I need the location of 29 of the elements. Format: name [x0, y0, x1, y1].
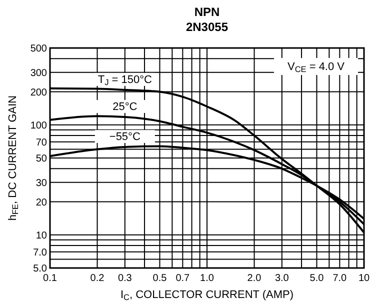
y-tick-label: 500: [30, 44, 48, 54]
x-tick-label: 0.5: [152, 273, 168, 284]
x-tick-label: 5.0: [310, 273, 324, 284]
y-tick-label: 50: [36, 154, 48, 164]
y-tick-label: 20: [36, 197, 48, 208]
chart-subtitle: 2N3055: [186, 20, 228, 34]
y-tick-label: 300: [30, 68, 48, 79]
x-tick-label: 0.1: [43, 273, 58, 284]
y-tick-label: 5.0: [33, 264, 48, 274]
y-tick-label: 100: [30, 120, 48, 132]
x-axis-title: I$_{C}$, COLLECTOR CURRENT (AMP): [120, 289, 294, 302]
x-tick-label: 2.0: [247, 273, 262, 284]
x-tick-label: 3.0: [274, 273, 290, 284]
x-tick-label: 0.2: [90, 273, 105, 284]
x-tick-label: 1.0: [200, 273, 214, 284]
x-tick-label: 0.3: [118, 273, 132, 284]
x-tick-label: 0.7: [176, 273, 190, 284]
series-label: 25°C: [112, 100, 138, 113]
annotation: V$_{CE}$ = 4.0 V: [287, 61, 346, 74]
y-tick-label: 70: [36, 137, 48, 148]
y-tick-label: 30: [36, 178, 48, 189]
y-tick-label: 10: [36, 230, 48, 242]
series-label: T$_{J}$ = 150°C: [98, 74, 152, 87]
x-tick-label: 10: [358, 273, 370, 284]
y-tick-label: 7.0: [33, 247, 48, 258]
series-label: −55°C: [109, 130, 140, 143]
x-tick-label: 7.0: [332, 273, 348, 284]
y-tick-label: 200: [30, 87, 48, 98]
chart-title: NPN: [194, 5, 220, 19]
